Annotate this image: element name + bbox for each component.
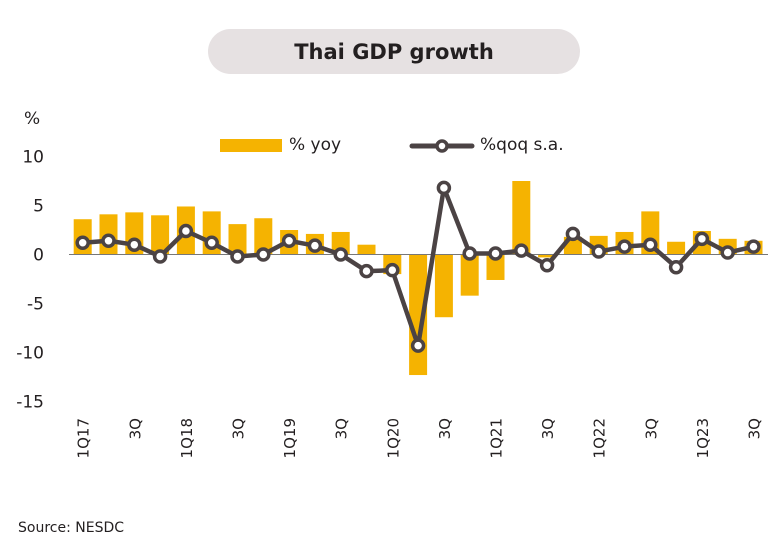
- bar-yoy-4Q20: [460, 254, 479, 296]
- legend-marker-qoq: [435, 139, 449, 153]
- legend-label-yoy: % yoy: [289, 135, 341, 155]
- point-qoq-2Q17: [101, 233, 116, 249]
- bar-yoy-3Q21: [538, 254, 557, 258]
- y-tick-label: 10: [22, 148, 44, 168]
- y-tick-label: -5: [27, 295, 44, 315]
- bar-yoy-1Q21: [486, 254, 505, 280]
- x-tick-label: 1Q22: [591, 418, 609, 458]
- x-tick-label: 3Q: [126, 418, 144, 439]
- point-qoq-1Q19: [281, 233, 297, 249]
- legend-swatch-yoy: [220, 139, 282, 152]
- point-qoq-4Q22: [668, 259, 684, 275]
- point-qoq-3Q17: [127, 237, 142, 252]
- point-qoq-3Q19: [333, 247, 348, 262]
- point-qoq-2Q19: [307, 238, 323, 253]
- point-qoq-1Q23: [694, 231, 710, 247]
- point-qoq-1Q22: [591, 244, 606, 259]
- bar-yoy-4Q17: [151, 215, 170, 255]
- point-qoq-3Q22: [643, 237, 658, 252]
- bar-yoy-4Q19: [357, 244, 376, 255]
- x-tick-label: 1Q18: [178, 418, 196, 458]
- y-tick-label: 5: [33, 197, 44, 217]
- point-qoq-4Q19: [359, 263, 374, 279]
- legend: % yoy %qoq s.a.: [220, 135, 564, 155]
- point-qoq-4Q18: [256, 247, 271, 262]
- point-qoq-4Q20: [462, 246, 477, 261]
- x-tick-label: 3Q: [746, 418, 764, 439]
- point-qoq-1Q17: [75, 235, 90, 250]
- bar-yoy-4Q22: [667, 241, 686, 255]
- point-qoq-4Q21: [565, 226, 581, 242]
- x-tick-label: 1Q17: [75, 418, 93, 458]
- bar-yoy-3Q18: [228, 224, 247, 255]
- point-qoq-2Q20: [410, 338, 426, 353]
- point-qoq-2Q23: [720, 245, 735, 260]
- legend-label-qoq: %qoq s.a.: [480, 135, 564, 155]
- point-qoq-2Q22: [617, 239, 632, 254]
- point-qoq-3Q21: [539, 258, 555, 273]
- x-tick-label: 3Q: [333, 418, 351, 439]
- y-tick-label: -15: [16, 393, 44, 413]
- x-tick-label: 1Q19: [281, 418, 299, 458]
- bar-yoy-3Q20: [434, 254, 453, 318]
- x-tick-label: 3Q: [436, 418, 454, 439]
- point-qoq-3Q18: [230, 249, 245, 264]
- point-qoq-3Q20: [436, 180, 452, 196]
- source-note: Source: NESDC: [18, 520, 125, 536]
- x-tick-label: 1Q23: [694, 418, 712, 458]
- bar-yoy-4Q18: [254, 218, 273, 255]
- point-qoq-3Q23: [746, 239, 761, 254]
- y-tick-label: -10: [16, 344, 44, 364]
- x-tick-label: 3Q: [539, 418, 557, 439]
- bar-yoy-2Q21: [512, 181, 531, 255]
- x-tick-label: 1Q20: [384, 418, 402, 458]
- point-qoq-1Q20: [385, 262, 400, 278]
- y-axis-label: %: [24, 109, 40, 129]
- x-tick-label: 1Q21: [488, 418, 506, 458]
- x-tick-label: 3Q: [642, 418, 660, 439]
- point-qoq-2Q21: [514, 243, 529, 258]
- chart-title: Thai GDP growth: [208, 29, 580, 74]
- point-qoq-1Q21: [488, 246, 503, 261]
- point-qoq-2Q18: [204, 235, 219, 250]
- point-qoq-4Q17: [152, 249, 168, 264]
- y-tick-label: 0: [33, 246, 44, 266]
- x-tick-label: 3Q: [230, 418, 248, 439]
- point-qoq-1Q18: [178, 223, 194, 239]
